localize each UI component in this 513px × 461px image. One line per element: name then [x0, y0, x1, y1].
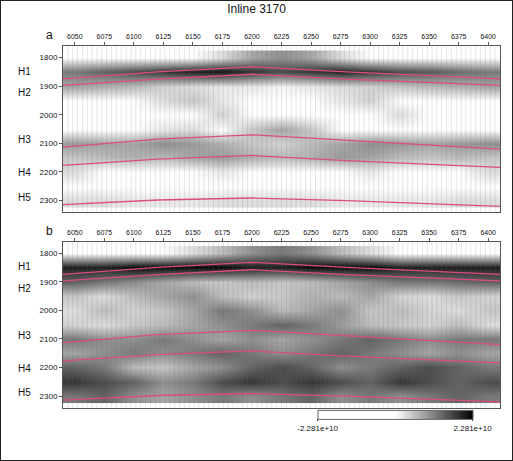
svg-text:2300: 2300: [40, 392, 58, 401]
svg-text:6325: 6325: [392, 229, 408, 236]
svg-text:2.281e+10: 2.281e+10: [454, 424, 493, 433]
svg-text:a: a: [46, 28, 53, 42]
svg-text:6400: 6400: [480, 229, 496, 236]
svg-text:H1: H1: [18, 261, 31, 272]
svg-text:2100: 2100: [40, 335, 58, 344]
svg-text:6050: 6050: [67, 33, 83, 40]
svg-text:6250: 6250: [303, 229, 319, 236]
svg-text:6175: 6175: [215, 33, 231, 40]
svg-text:6225: 6225: [274, 229, 290, 236]
svg-text:6275: 6275: [333, 33, 349, 40]
svg-text:H1: H1: [18, 66, 31, 77]
svg-text:1800: 1800: [40, 249, 58, 258]
svg-text:H4: H4: [18, 167, 31, 178]
svg-text:H3: H3: [18, 134, 31, 145]
svg-text:6150: 6150: [185, 229, 201, 236]
svg-text:6275: 6275: [333, 229, 349, 236]
svg-text:2000: 2000: [40, 111, 58, 120]
svg-text:6200: 6200: [244, 229, 260, 236]
svg-text:1900: 1900: [40, 82, 58, 91]
svg-text:6050: 6050: [67, 229, 83, 236]
svg-text:2000: 2000: [40, 306, 58, 315]
svg-text:6250: 6250: [303, 33, 319, 40]
svg-text:6075: 6075: [97, 229, 113, 236]
svg-text:H2: H2: [18, 283, 31, 294]
svg-text:H2: H2: [18, 87, 31, 98]
svg-text:2200: 2200: [40, 363, 58, 372]
svg-text:6350: 6350: [421, 33, 437, 40]
svg-text:H5: H5: [18, 387, 31, 398]
svg-text:1900: 1900: [40, 278, 58, 287]
svg-text:2200: 2200: [40, 168, 58, 177]
svg-text:6125: 6125: [156, 229, 172, 236]
svg-text:-2.281e+10: -2.281e+10: [297, 424, 338, 433]
svg-text:H3: H3: [18, 330, 31, 341]
svg-text:6300: 6300: [362, 33, 378, 40]
svg-text:1800: 1800: [40, 53, 58, 62]
svg-text:6100: 6100: [126, 33, 142, 40]
svg-text:6300: 6300: [362, 229, 378, 236]
svg-text:6400: 6400: [480, 33, 496, 40]
svg-text:6325: 6325: [392, 33, 408, 40]
svg-text:6075: 6075: [97, 33, 113, 40]
svg-text:6225: 6225: [274, 33, 290, 40]
svg-text:b: b: [46, 224, 53, 238]
svg-text:H4: H4: [18, 363, 31, 374]
svg-text:6375: 6375: [451, 229, 467, 236]
svg-text:H5: H5: [18, 192, 31, 203]
svg-text:6150: 6150: [185, 33, 201, 40]
svg-text:2100: 2100: [40, 139, 58, 148]
svg-text:6350: 6350: [421, 229, 437, 236]
svg-text:6375: 6375: [451, 33, 467, 40]
svg-text:Inline 3170: Inline 3170: [227, 2, 286, 16]
svg-text:6175: 6175: [215, 229, 231, 236]
svg-text:6200: 6200: [244, 33, 260, 40]
svg-text:2300: 2300: [40, 196, 58, 205]
svg-text:6125: 6125: [156, 33, 172, 40]
svg-text:6100: 6100: [126, 229, 142, 236]
